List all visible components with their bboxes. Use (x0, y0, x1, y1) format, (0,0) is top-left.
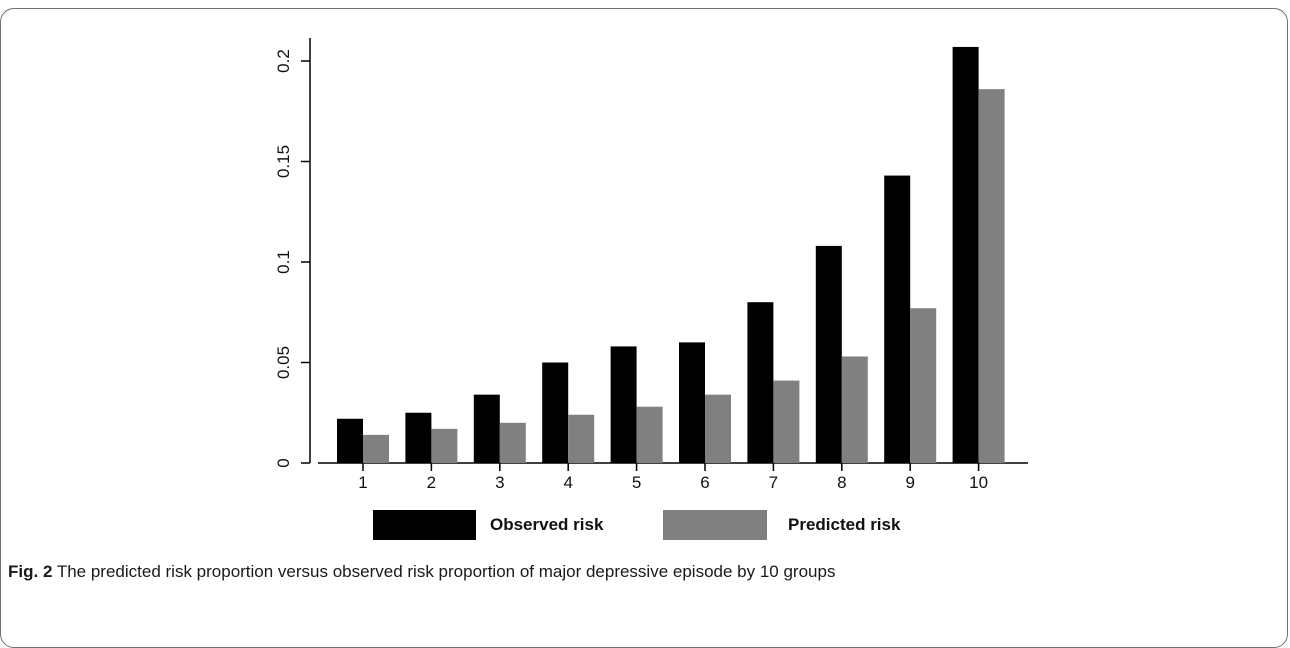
x-tick-label: 3 (495, 473, 504, 492)
y-tick-label: 0.1 (274, 250, 293, 274)
bar-observed (542, 362, 569, 463)
bar-predicted (705, 394, 731, 463)
bar-predicted (978, 89, 1005, 463)
caption-text: The predicted risk proportion versus obs… (56, 562, 836, 581)
x-tick-label: 10 (969, 473, 988, 492)
bar-predicted (499, 422, 526, 463)
y-tick-label: 0.15 (274, 145, 293, 178)
bar-observed (884, 175, 911, 463)
x-tick-label: 8 (837, 473, 846, 492)
figure-frame (0, 8, 1288, 648)
figure-caption: Fig. 2 The predicted risk proportion ver… (8, 562, 835, 582)
bar-observed (815, 245, 842, 463)
y-tick-label: 0 (274, 458, 293, 467)
y-tick-label: 0.2 (274, 49, 293, 73)
bar-predicted (568, 414, 595, 463)
bar-observed (405, 412, 432, 463)
x-tick-label: 1 (358, 473, 367, 492)
bar-observed (473, 394, 500, 463)
bar-observed (337, 418, 363, 463)
legend-swatch-observed (373, 510, 476, 540)
bar-predicted (910, 308, 937, 463)
bar-observed (679, 342, 705, 463)
bar-predicted (773, 380, 800, 463)
bar-observed (747, 302, 774, 463)
x-tick-label: 4 (563, 473, 572, 492)
x-tick-label: 9 (905, 473, 914, 492)
x-tick-label: 7 (769, 473, 778, 492)
bar-predicted (363, 434, 389, 463)
bar-observed (610, 346, 637, 463)
bar-observed (952, 46, 979, 464)
legend-label-predicted: Predicted risk (788, 515, 901, 534)
x-tick-label: 2 (427, 473, 436, 492)
legend-swatch-predicted (663, 510, 767, 540)
y-tick-label: 0.05 (274, 346, 293, 379)
bar-predicted (431, 428, 458, 463)
x-tick-label: 6 (700, 473, 709, 492)
bar-chart: 0 0.05 0.1 0.15 0.2 1 2 3 4 5 6 7 8 9 10 (274, 38, 1028, 492)
caption-label: Fig. 2 (8, 562, 53, 581)
bar-predicted (636, 406, 663, 463)
x-tick-label: 5 (632, 473, 641, 492)
legend-label-observed: Observed risk (490, 515, 604, 534)
bar-predicted (841, 356, 868, 463)
